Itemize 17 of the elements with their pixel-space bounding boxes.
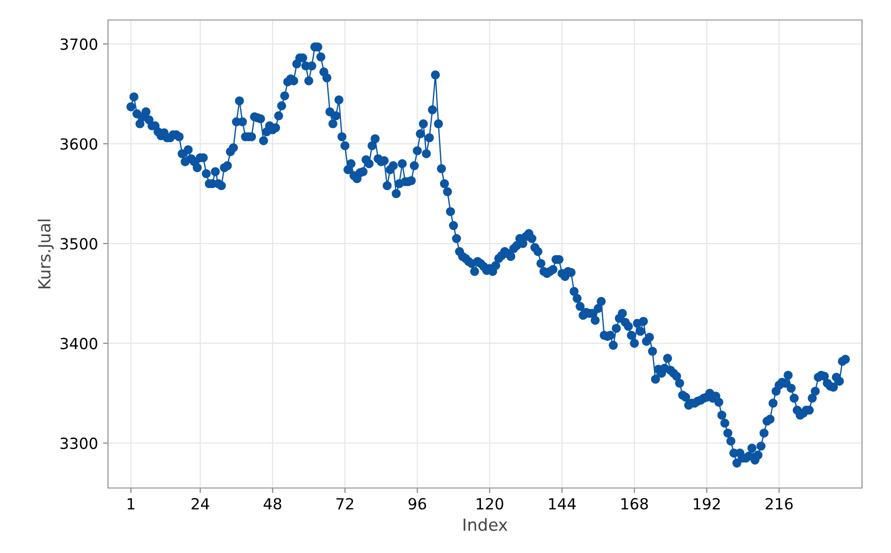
x-tick-label: 96 — [408, 498, 426, 510]
x-tick-label: 48 — [264, 498, 282, 510]
y-tick-label: 3500 — [60, 238, 98, 250]
y-tick-label: 3300 — [60, 438, 98, 450]
x-tick-label: 72 — [336, 498, 354, 510]
x-axis-title: Index — [464, 518, 508, 531]
x-tick-label: 1 — [128, 498, 134, 510]
x-tick-label: 144 — [549, 498, 576, 510]
y-tick-label: 3400 — [60, 338, 98, 350]
x-tick-label: 168 — [621, 498, 648, 510]
y-axis-title: Kurs.Jual — [38, 220, 54, 288]
y-tick-label: 3600 — [60, 138, 98, 150]
x-tick-label: 192 — [694, 498, 720, 510]
x-tick-label: 120 — [476, 498, 504, 510]
x-tick-label: 24 — [192, 498, 210, 510]
y-tick-label: 3700 — [60, 38, 98, 50]
x-tick-label: 216 — [766, 498, 793, 510]
